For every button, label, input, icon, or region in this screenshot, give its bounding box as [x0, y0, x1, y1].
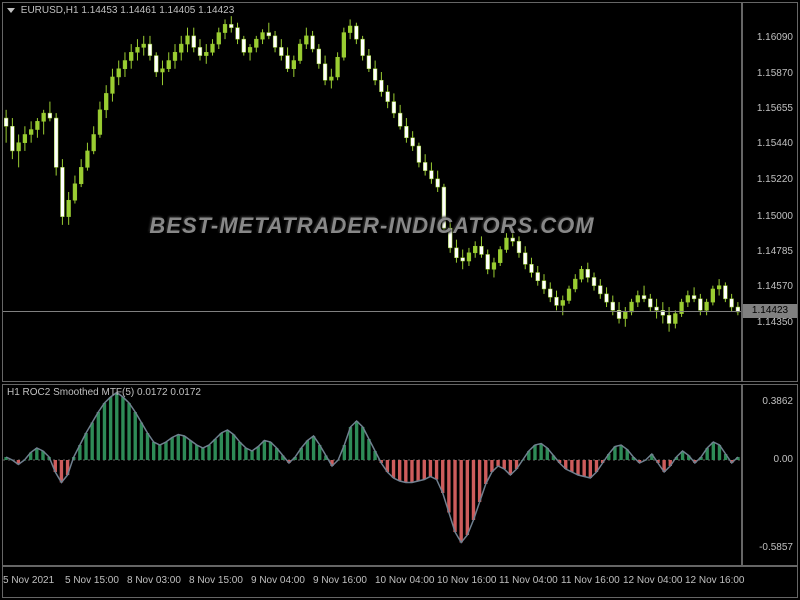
price-axis-label: 1.15870 [757, 68, 793, 79]
watermark-text: BEST-METATRADER-INDICATORS.COM [149, 213, 594, 239]
price-axis-label: 1.14350 [757, 317, 793, 328]
indicator-axis-label: -0.5857 [759, 542, 793, 553]
price-axis-label: 1.15220 [757, 174, 793, 185]
indicator-axis-label: 0.00 [774, 454, 793, 465]
indicator-panel[interactable]: H1 ROC2 Smoothed MTF(5) 0.0172 0.0172 [2, 384, 742, 566]
indicator-label: H1 ROC2 Smoothed MTF(5) 0.0172 0.0172 [7, 387, 201, 398]
indicator-y-axis: -0.5857 0.00 0.3862 [742, 384, 798, 566]
time-axis-label: 5 Nov 15:00 [65, 575, 119, 586]
price-header: EURUSD,H1 1.14453 1.14461 1.14405 1.1442… [7, 5, 234, 16]
indicator-svg [3, 385, 741, 565]
price-symbol-label: EURUSD,H1 1.14453 1.14461 1.14405 1.1442… [21, 5, 235, 16]
time-x-axis: 5 Nov 2021 5 Nov 15:00 8 Nov 03:00 8 Nov 15… [2, 566, 798, 598]
dropdown-icon [7, 8, 15, 13]
time-axis-label: 9 Nov 04:00 [251, 575, 305, 586]
indicator-header: H1 ROC2 Smoothed MTF(5) 0.0172 0.0172 [7, 387, 201, 398]
chart-container: EURUSD,H1 1.14453 1.14461 1.14405 1.1442… [0, 0, 800, 600]
time-axis-label: 12 Nov 16:00 [685, 575, 745, 586]
price-axis-label: 1.16090 [757, 32, 793, 43]
time-axis-label: 11 Nov 04:00 [499, 575, 558, 586]
time-axis-label: 10 Nov 16:00 [437, 575, 497, 586]
price-axis-label: 1.15440 [757, 138, 793, 149]
price-chart-panel[interactable]: EURUSD,H1 1.14453 1.14461 1.14405 1.1442… [2, 2, 742, 382]
price-axis-label: 1.15655 [757, 103, 793, 114]
time-axis-label: 11 Nov 16:00 [561, 575, 620, 586]
price-axis-label: 1.15000 [757, 211, 793, 222]
time-axis-label: 9 Nov 16:00 [313, 575, 367, 586]
price-candlestick-svg [3, 3, 741, 381]
price-y-axis: 1.14423 1.14350 1.14570 1.14785 1.15000 1.15… [742, 2, 798, 382]
current-price-line [3, 311, 741, 312]
price-axis-label: 1.14785 [757, 246, 793, 257]
time-axis-label: 10 Nov 04:00 [375, 575, 435, 586]
price-axis-label: 1.14570 [757, 281, 793, 292]
time-axis-label: 12 Nov 04:00 [623, 575, 683, 586]
indicator-axis-label: 0.3862 [762, 396, 793, 407]
time-axis-label: 8 Nov 15:00 [189, 575, 243, 586]
time-axis-label: 5 Nov 2021 [3, 575, 54, 586]
current-price-box: 1.14423 [743, 304, 797, 318]
time-axis-label: 8 Nov 03:00 [127, 575, 181, 586]
